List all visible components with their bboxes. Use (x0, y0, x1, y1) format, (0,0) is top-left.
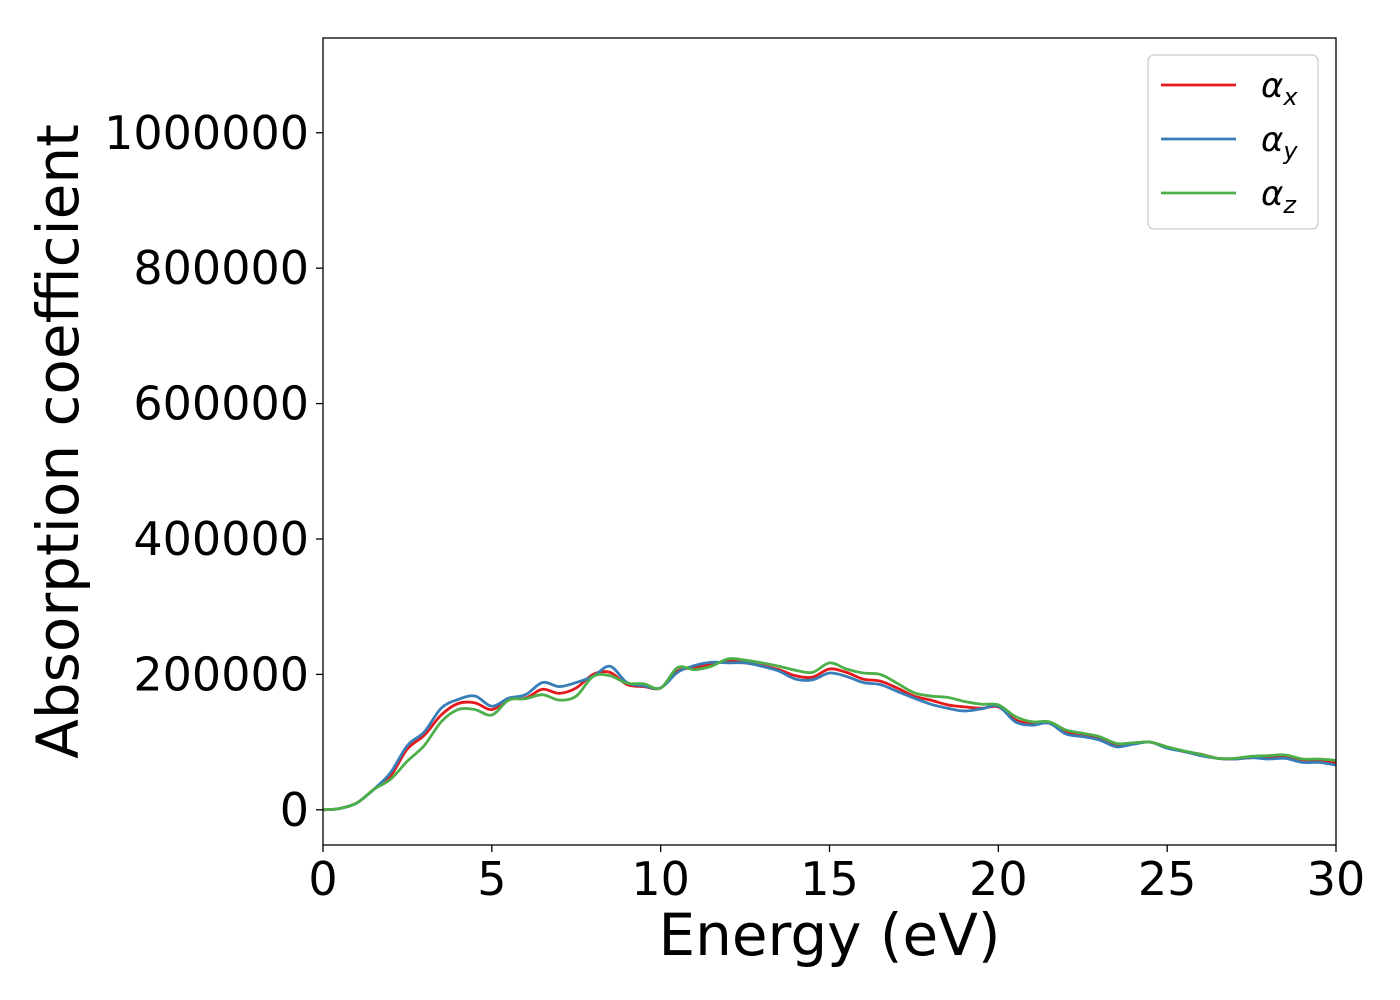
x-tick-label: 20 (969, 852, 1028, 906)
x-tick-label: 30 (1307, 852, 1366, 906)
y-axis-title: Absorption coefficient (24, 124, 92, 759)
x-tick-label: 15 (800, 852, 859, 906)
x-tick-label: 5 (477, 852, 506, 906)
legend-label-symbol: α (1261, 120, 1283, 160)
y-tick-label: 600000 (133, 377, 309, 431)
x-axis-title: Energy (eV) (658, 901, 1000, 969)
y-tick-label: 1000000 (104, 106, 309, 160)
x-tick-label: 10 (631, 852, 690, 906)
legend-label-subscript: x (1282, 83, 1298, 111)
legend-label-symbol: α (1261, 66, 1283, 106)
x-tick-label: 0 (308, 852, 337, 906)
y-tick-label: 400000 (133, 512, 309, 566)
legend-label-subscript: z (1282, 191, 1297, 219)
legend-label-symbol: α (1261, 174, 1283, 214)
y-tick-label: 200000 (133, 647, 309, 701)
x-tick-label: 25 (1138, 852, 1197, 906)
y-tick-label: 0 (280, 783, 309, 837)
y-tick-label: 800000 (133, 241, 309, 295)
legend-label-subscript: y (1282, 137, 1298, 165)
